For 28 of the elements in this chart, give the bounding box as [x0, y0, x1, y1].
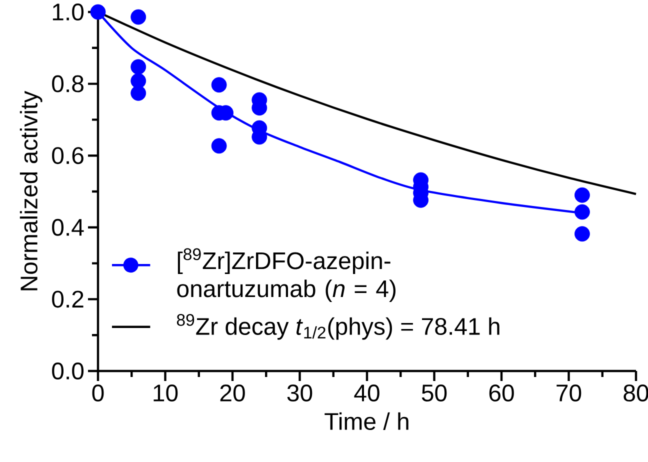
y-tick-label: 0.8 [52, 75, 84, 92]
y-axis-title: Normalized activity [20, 90, 42, 290]
point [574, 187, 590, 203]
point [130, 59, 146, 75]
point [211, 138, 227, 154]
x-tick-label: 80 [624, 384, 648, 402]
point [211, 77, 227, 93]
x-axis-title: Time / h [324, 412, 408, 430]
y-tick-label: 0.6 [52, 147, 84, 164]
x-tick-label: 70 [556, 384, 582, 402]
x-tick-label: 60 [489, 384, 514, 402]
x-tick-label: 50 [422, 384, 447, 402]
x-tick-label: 30 [287, 384, 312, 402]
point [90, 4, 106, 20]
point [574, 226, 590, 242]
point [130, 9, 146, 25]
y-tick-label: 0.2 [52, 290, 84, 308]
y-tick-label: 0.4 [52, 218, 84, 236]
x-tick-label: 20 [220, 384, 245, 402]
x-tick-label: 10 [154, 384, 178, 402]
y-tick-label: 0.0 [52, 362, 84, 380]
point [130, 85, 146, 101]
x-tick-label: 40 [354, 384, 380, 402]
point [574, 204, 590, 220]
x-tick-label: 0 [92, 384, 104, 402]
legend-label: [$^{89}$Zr]ZrDFO-azepin-onartuzumab (n = 4) [177, 248, 396, 302]
legend-label: $^{89}$Zr decay t$_{1/2}$(phys) = 78.41 h [176, 314, 500, 340]
y-tick-label: 1.0 [52, 3, 84, 20]
